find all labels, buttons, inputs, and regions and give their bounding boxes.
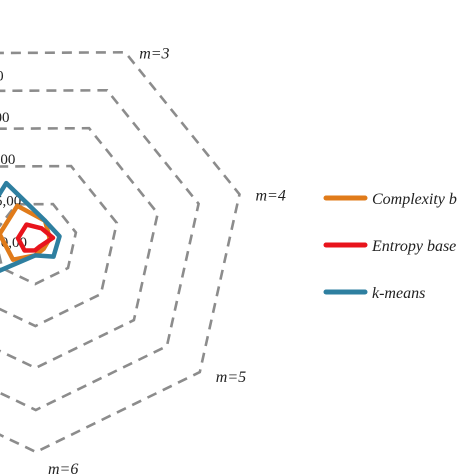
tick-label: 20,00: [0, 69, 4, 85]
grid-ring-3: [0, 126, 160, 370]
axis-label-m4: m=4: [256, 187, 286, 204]
series-line-2: [15, 222, 56, 253]
series-line-3: [0, 180, 62, 273]
axis-label-m5: m=5: [216, 369, 246, 386]
grid-ring-5: [0, 50, 241, 454]
tick-label: 15,00: [0, 110, 10, 126]
axis-label-m3: m=3: [139, 45, 169, 62]
legend: Complexity b Entropy base k-means: [323, 191, 457, 302]
grid-ring-2: [0, 164, 119, 328]
series-lines: [0, 180, 62, 273]
legend-label-2: Entropy base: [371, 238, 456, 255]
radar-grid: [0, 50, 241, 454]
axis-label-m6: m=6: [48, 461, 78, 474]
tick-label: 10,00: [0, 152, 15, 168]
legend-label-3: k-means: [372, 285, 425, 302]
legend-label-1: Complexity b: [372, 191, 457, 208]
grid-ring-4: [0, 88, 201, 412]
grid-ring-1: [0, 202, 78, 286]
axis-labels: m=2m=3m=4m=5m=6: [48, 45, 286, 474]
